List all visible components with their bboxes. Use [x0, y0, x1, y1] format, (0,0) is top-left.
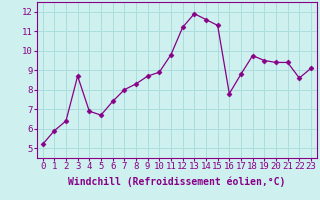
X-axis label: Windchill (Refroidissement éolien,°C): Windchill (Refroidissement éolien,°C) [68, 177, 285, 187]
